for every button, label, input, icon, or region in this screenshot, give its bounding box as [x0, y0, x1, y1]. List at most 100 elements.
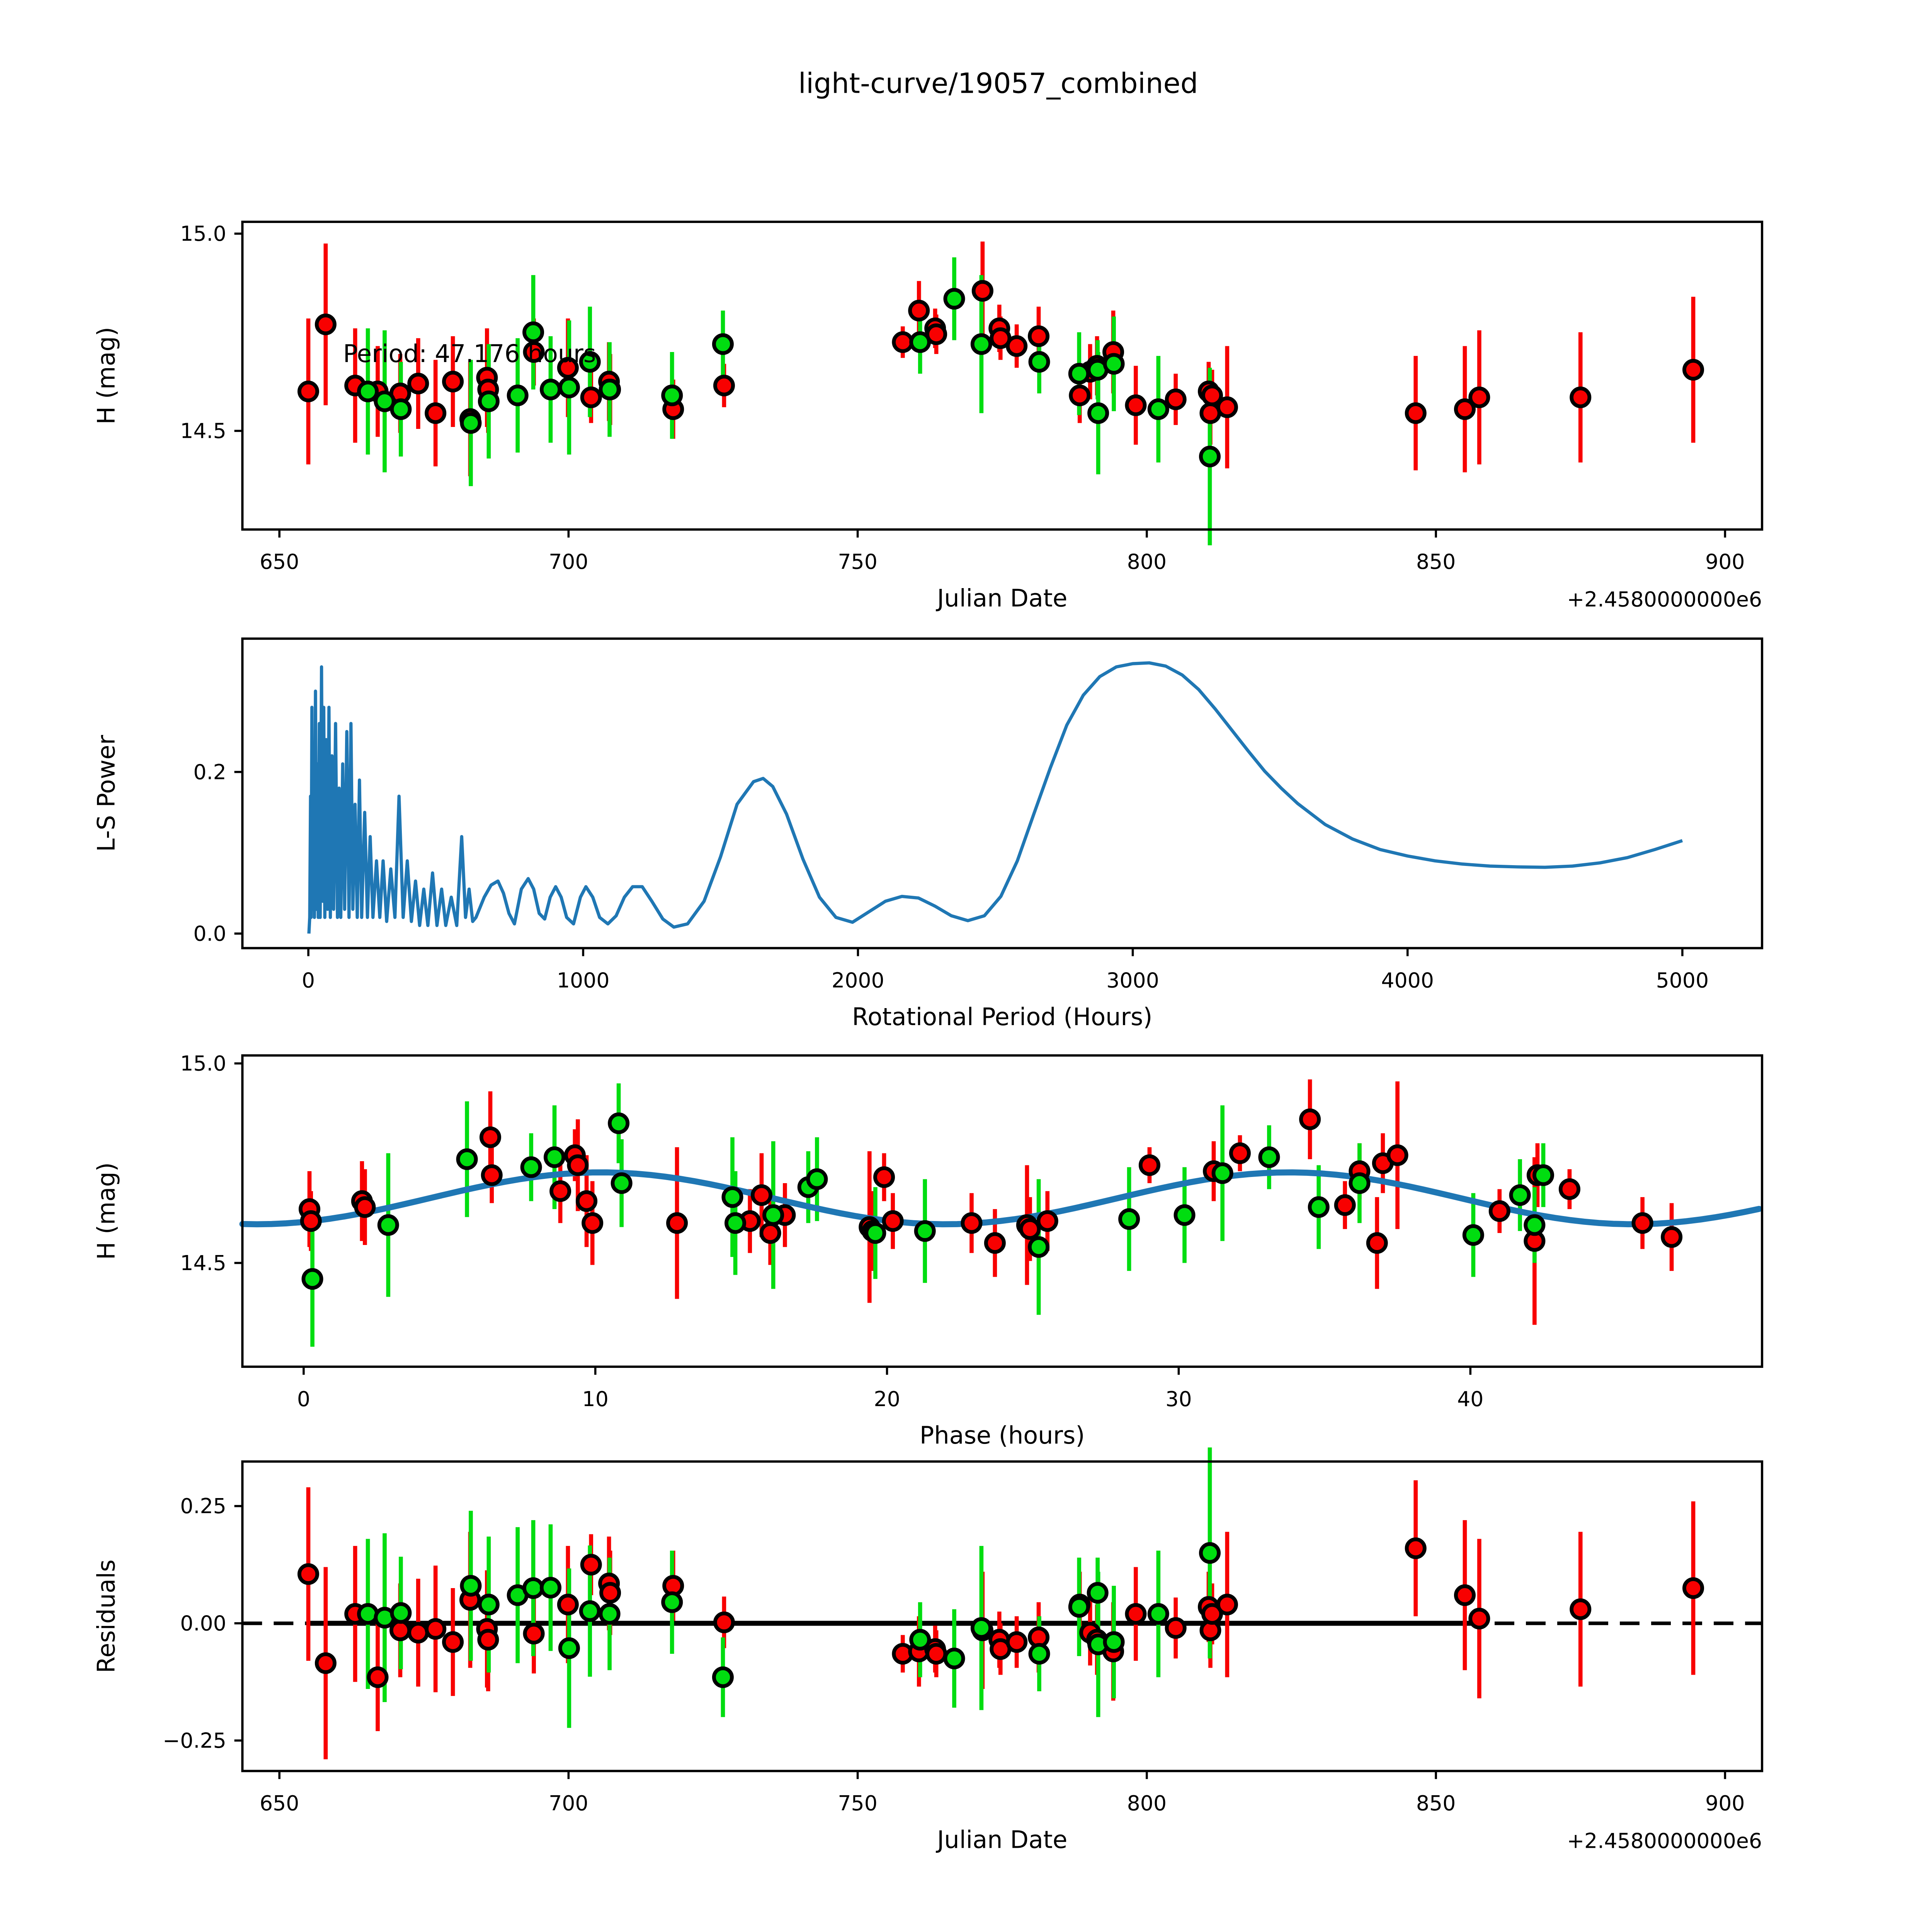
x-tick-label: 20 — [874, 1387, 900, 1411]
data-point — [390, 398, 412, 420]
data-point — [377, 1214, 399, 1236]
data-point — [873, 1166, 895, 1188]
data-point — [1068, 1596, 1090, 1618]
data-point — [1068, 363, 1090, 385]
panel-jd-lightcurve: 650 700 750 800 850 900 Julian Date +2.45800000… — [92, 221, 1764, 612]
data-point — [1028, 351, 1050, 373]
x-tick-label: 4000 — [1381, 968, 1434, 993]
x-axis: 650 700 750 800 850 900 Julian Date +2.45800000… — [260, 1771, 1762, 1854]
data-point — [1258, 1146, 1280, 1168]
data-point — [1299, 1108, 1321, 1130]
y-axis-label: H (mag) — [92, 327, 120, 425]
data-point — [315, 1652, 337, 1674]
data-point — [407, 1622, 429, 1644]
data-point — [1509, 1184, 1531, 1206]
data-point — [1462, 1224, 1484, 1246]
data-point — [1488, 1200, 1510, 1222]
data-point — [558, 376, 580, 398]
panel-periodogram: 0 1000 2000 3000 4000 5000 Rotational Period (… — [92, 637, 1764, 1031]
data-point — [297, 1563, 319, 1585]
y-axis: 0.25 0.00 −0.25 Residuals — [92, 1494, 243, 1753]
data-point — [908, 299, 930, 321]
x-axis-offset-label: +2.4580000000e6 — [1567, 1828, 1762, 1853]
y-axis-label: Residuals — [92, 1560, 120, 1673]
data-point — [544, 1146, 566, 1168]
data-point — [1570, 1598, 1592, 1620]
data-point — [580, 386, 602, 408]
x-tick-label: 900 — [1705, 549, 1745, 574]
data-point — [762, 1204, 784, 1226]
data-point — [1125, 394, 1147, 416]
green-series — [357, 1542, 1221, 1688]
data-point — [984, 1232, 1006, 1254]
data-point — [1103, 353, 1125, 375]
x-tick-label: 10 — [582, 1387, 609, 1411]
data-point — [1216, 1594, 1238, 1616]
data-point — [1468, 1607, 1490, 1629]
data-point — [579, 1600, 601, 1622]
data-point — [970, 333, 992, 355]
data-point — [1147, 398, 1169, 420]
data-point — [914, 1220, 936, 1242]
data-point — [713, 1611, 735, 1633]
data-point — [558, 1637, 580, 1659]
data-point — [1216, 396, 1238, 418]
data-point — [1631, 1212, 1653, 1234]
data-point — [1165, 1617, 1187, 1639]
data-point — [961, 1212, 983, 1234]
data-point — [806, 1168, 828, 1190]
y-axis-label: H (mag) — [92, 1162, 120, 1260]
data-point — [909, 331, 931, 353]
x-tick-label: 0 — [302, 968, 315, 993]
x-tick-label: 900 — [1705, 1791, 1745, 1815]
data-point — [460, 412, 482, 434]
data-point — [1468, 386, 1490, 408]
data-point — [580, 1554, 602, 1576]
x-tick-label: 700 — [549, 549, 588, 574]
green-series — [301, 1112, 1554, 1290]
data-point — [1087, 402, 1109, 424]
data-point — [442, 371, 464, 393]
green-series — [357, 288, 1221, 468]
data-point — [479, 1126, 501, 1148]
x-tick-label: 40 — [1457, 1387, 1483, 1411]
x-tick-label: 650 — [260, 1791, 299, 1815]
data-point — [882, 1210, 904, 1232]
data-point — [582, 1212, 604, 1234]
data-point — [442, 1631, 464, 1653]
data-point — [460, 1575, 482, 1597]
x-axis-label: Rotational Period (Hours) — [852, 1003, 1152, 1031]
data-point — [713, 374, 735, 396]
data-point — [301, 1268, 323, 1290]
data-point — [1211, 1162, 1233, 1184]
data-point — [1386, 1144, 1408, 1166]
data-point — [1524, 1214, 1546, 1236]
data-point — [1454, 1584, 1476, 1606]
data-point — [1349, 1172, 1371, 1194]
data-point — [1103, 1631, 1125, 1653]
data-point — [1570, 386, 1592, 408]
x-tick-label: 850 — [1416, 549, 1456, 574]
data-point — [759, 1222, 781, 1244]
data-point — [1308, 1196, 1330, 1218]
data-point — [478, 390, 500, 412]
data-point — [1028, 1236, 1050, 1258]
y-tick-label: 0.25 — [180, 1494, 226, 1518]
x-tick-label: 700 — [549, 1791, 588, 1815]
y-tick-label: 0.00 — [180, 1611, 226, 1636]
data-point — [425, 1618, 447, 1640]
data-point — [1087, 1582, 1109, 1604]
plot-frame — [241, 221, 1764, 531]
x-tick-label: 750 — [838, 1791, 877, 1815]
x-tick-label: 5000 — [1656, 968, 1709, 993]
data-point — [1028, 1643, 1050, 1665]
data-point — [943, 288, 965, 310]
data-point — [721, 1186, 743, 1208]
data-point — [661, 384, 683, 406]
data-point — [297, 381, 319, 403]
data-point — [892, 331, 914, 353]
data-point — [608, 1112, 630, 1134]
data-point — [599, 1582, 621, 1604]
data-point — [599, 1603, 621, 1625]
